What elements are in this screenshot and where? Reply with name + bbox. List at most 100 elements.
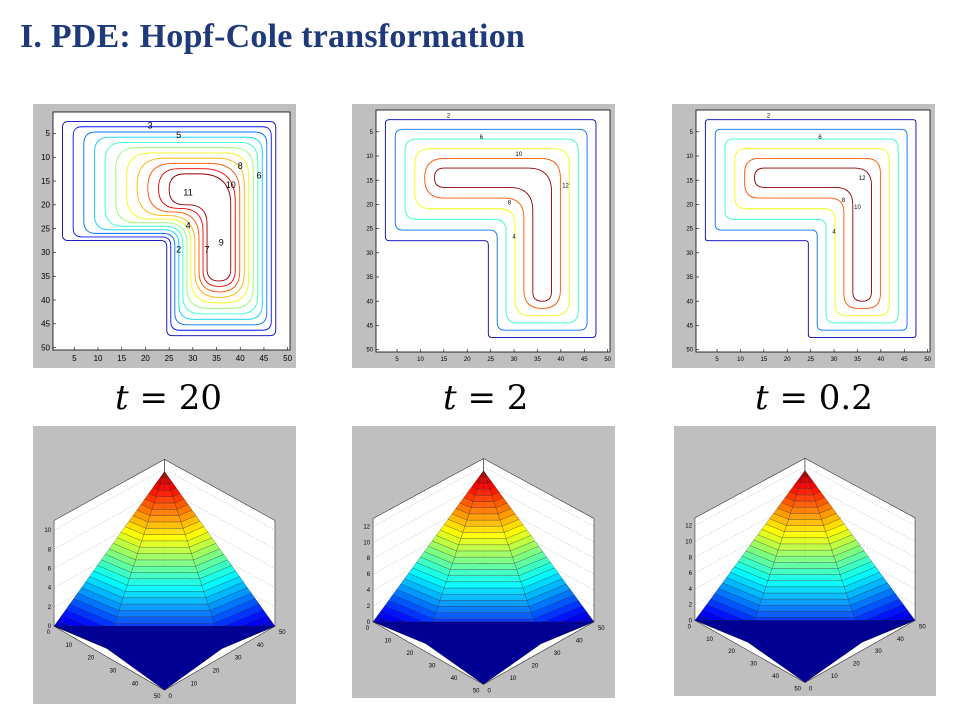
surface-facet	[125, 585, 204, 592]
contour-plot-t2: 5 5 10 10 15 15 20 20 25 25 30 30 35 35 40 40 45 45 50 50 2 6…	[352, 104, 615, 368]
surface-facet	[475, 489, 492, 496]
floor-tick-label: 50	[154, 694, 161, 700]
contour-line	[72, 126, 272, 331]
surface-facet	[466, 513, 501, 521]
floor-tick-label: 30	[875, 649, 882, 655]
contour-line	[714, 128, 908, 331]
contour-level-label: 5	[176, 130, 181, 140]
contour-line	[724, 138, 899, 324]
surface-facet	[151, 502, 178, 510]
surface-facet	[135, 553, 194, 561]
surface-facet	[149, 509, 180, 516]
surface-facet	[767, 574, 843, 581]
floor-tick-label: 20	[88, 656, 95, 662]
floor-tick-label: 0	[47, 630, 51, 636]
y-tick-label: 15	[41, 177, 50, 186]
contour-line	[424, 157, 561, 309]
contour-level-label: 9	[219, 237, 224, 247]
contour-line	[94, 136, 263, 320]
contour-level-label: 2	[767, 113, 771, 119]
surface-facet	[147, 515, 182, 523]
y-tick-label: 20	[686, 202, 693, 208]
z-tick-label: 8	[48, 547, 52, 553]
surface-facet	[782, 531, 828, 538]
z-tick-label: 10	[363, 540, 370, 546]
y-tick-label: 35	[41, 272, 50, 281]
y-tick-label: 10	[686, 154, 693, 160]
floor-tick-label: 0	[488, 688, 492, 694]
contour-line	[434, 167, 552, 302]
surface-facet	[477, 482, 490, 490]
surface-facet	[454, 550, 513, 558]
z-grid-line	[694, 529, 916, 590]
z-tick-label: 8	[689, 555, 693, 561]
y-tick-label: 25	[686, 227, 693, 233]
z-tick-label: 12	[685, 524, 692, 530]
contour-line	[136, 157, 245, 298]
surface-facet	[156, 490, 173, 497]
surface-facet	[462, 526, 505, 533]
floor-tick-label: 10	[384, 638, 391, 644]
x-tick-label: 20	[141, 354, 150, 363]
x-tick-label: 45	[901, 357, 908, 363]
y-tick-label: 40	[366, 299, 373, 305]
contour-line	[83, 131, 268, 326]
z-tick-label: 0	[367, 620, 371, 626]
y-tick-label: 50	[41, 343, 50, 352]
contour-line	[104, 142, 259, 315]
y-tick-label: 15	[366, 178, 373, 184]
floor-tick-label: 20	[213, 669, 220, 675]
z-tick-label: 2	[367, 604, 371, 610]
floor-tick-label: 30	[750, 662, 757, 668]
x-tick-label: 15	[117, 354, 126, 363]
surface-plot-t02: 0 2 4 6 8 10 12 0 0 10 10 20 20 30 30 40 40 50 50	[674, 426, 936, 696]
x-tick-label: 10	[417, 357, 424, 363]
contour-level-label: 8	[842, 198, 846, 204]
surface-facet	[131, 566, 198, 573]
floor-tick-label: 40	[132, 681, 139, 687]
z-tick-label: 12	[363, 524, 370, 530]
surface-facet	[765, 580, 845, 587]
floor-tick-label: 40	[451, 676, 458, 682]
x-tick-label: 20	[464, 357, 471, 363]
x-tick-label: 30	[188, 354, 197, 363]
contour-line	[115, 147, 254, 309]
surface-facet	[139, 540, 190, 548]
y-tick-label: 45	[686, 323, 693, 329]
y-tick-label: 20	[366, 202, 373, 208]
surface-facet	[133, 559, 196, 567]
contour-level-label: 2	[176, 244, 181, 254]
surface-facet	[790, 507, 820, 514]
z-tick-label: 6	[48, 567, 52, 573]
surface-facet	[780, 537, 830, 545]
z-tick-label: 2	[48, 605, 52, 611]
surface-facet	[460, 532, 507, 539]
x-tick-label: 20	[784, 357, 791, 363]
z-grid-line	[53, 468, 276, 531]
y-tick-label: 10	[366, 154, 373, 160]
surface-facet	[446, 575, 521, 582]
surface-facet	[452, 556, 515, 564]
time-label-t02: t = 0.2	[755, 378, 873, 418]
contour-line	[404, 138, 579, 324]
y-tick-label: 5	[46, 129, 51, 138]
floor-tick-label: 30	[235, 656, 242, 662]
surface-facet	[114, 616, 215, 624]
floor-tick-label: 0	[809, 687, 813, 693]
z-grid-line	[694, 497, 916, 558]
surface-facet	[769, 568, 841, 575]
floor-tick-label: 50	[919, 624, 926, 630]
x-tick-label: 35	[212, 354, 221, 363]
contour-line	[168, 173, 232, 282]
x-tick-label: 50	[924, 357, 931, 363]
floor-tick-label: 10	[706, 637, 713, 643]
surface-plot-t2: 0 2 4 6 8 10 12 0 0 10 10 20 20 30 30 40 40 50 50	[352, 426, 615, 698]
surface-facet	[771, 562, 839, 569]
surface-facet	[120, 597, 209, 605]
surface-facet	[470, 501, 497, 508]
surface-facet	[778, 543, 832, 551]
surface-facet	[129, 572, 200, 579]
surface-facet	[435, 606, 532, 613]
contour-svg: 5 5 10 10 15 15 20 20 25 25 30 30 35 35 40 40 45 45 50 50 2 6…	[366, 109, 612, 363]
contour-level-label: 12	[859, 176, 866, 182]
